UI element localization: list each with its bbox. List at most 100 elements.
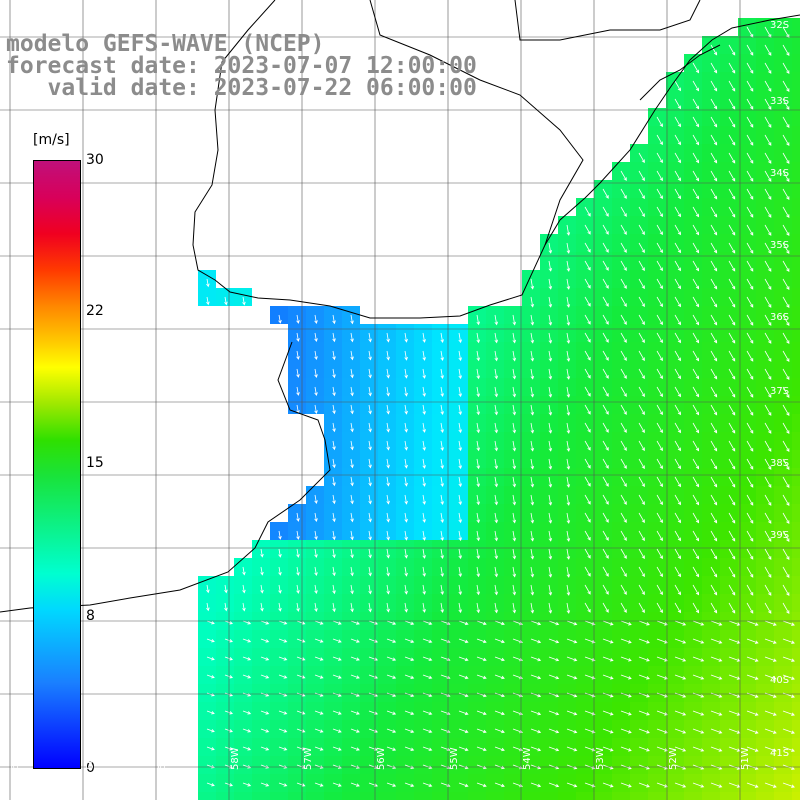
wind-arrow xyxy=(674,404,681,416)
wind-arrow xyxy=(530,692,542,698)
wind-arrow xyxy=(620,602,627,613)
wind-arrow xyxy=(332,440,336,451)
wind-arrow xyxy=(404,620,415,625)
wind-arrow xyxy=(386,368,390,379)
wind-arrow xyxy=(512,458,517,470)
wind-arrow xyxy=(782,602,790,615)
wind-arrow xyxy=(584,602,591,613)
wind-arrow xyxy=(620,620,632,626)
wind-arrow xyxy=(296,620,306,625)
wind-arrow xyxy=(746,170,754,182)
wind-arrow xyxy=(674,332,681,344)
wind-arrow xyxy=(620,674,632,680)
wind-arrow xyxy=(314,602,318,613)
lat-label-36s: 36S xyxy=(770,312,790,323)
wind-arrow xyxy=(386,728,397,733)
wind-arrow xyxy=(224,296,228,306)
wind-arrow xyxy=(728,602,736,614)
wind-arrow xyxy=(314,782,324,787)
wind-arrow xyxy=(710,530,718,542)
wind-arrow xyxy=(368,368,372,379)
wind-cell xyxy=(612,792,630,800)
wind-arrow xyxy=(638,224,645,236)
wind-arrow xyxy=(746,206,754,218)
wind-arrow xyxy=(710,512,718,524)
wind-arrow xyxy=(656,350,663,362)
wind-arrow xyxy=(584,386,591,397)
wind-arrow xyxy=(692,278,700,290)
wind-arrow xyxy=(224,602,228,612)
wind-arrow xyxy=(332,368,336,379)
wind-cell xyxy=(540,792,558,800)
wind-arrow xyxy=(746,710,759,716)
wind-arrow xyxy=(386,638,397,643)
wind-arrow xyxy=(746,548,754,560)
wind-arrow xyxy=(566,440,571,452)
lat-label-39s: 39S xyxy=(770,530,790,541)
wind-arrow xyxy=(620,476,627,487)
wind-arrow xyxy=(728,206,736,218)
wind-arrow xyxy=(620,584,627,595)
wind-arrow xyxy=(620,206,627,217)
wind-cell xyxy=(792,414,800,432)
wind-cell xyxy=(792,360,800,378)
wind-arrow xyxy=(278,584,282,594)
wind-arrow xyxy=(674,674,687,680)
wind-arrow xyxy=(692,152,700,164)
wind-arrow xyxy=(620,170,627,181)
colorbar-tick-15: 15 xyxy=(86,455,104,471)
wind-arrow xyxy=(692,674,705,680)
wind-arrow xyxy=(332,548,336,559)
wind-arrow xyxy=(332,782,342,787)
wind-arrow xyxy=(746,242,754,254)
wind-arrow xyxy=(728,386,736,398)
wind-arrow xyxy=(530,476,535,488)
wind-arrow xyxy=(764,458,772,470)
wind-arrow xyxy=(584,476,591,487)
wind-arrow xyxy=(656,386,663,398)
wind-arrow xyxy=(422,422,426,433)
wind-arrow xyxy=(764,116,772,128)
wind-arrow xyxy=(620,296,627,307)
wind-arrow xyxy=(386,458,390,469)
wind-arrow xyxy=(710,224,718,236)
wind-arrow xyxy=(746,512,754,524)
wind-arrow xyxy=(692,368,700,380)
wind-arrow xyxy=(764,638,777,644)
wind-arrow xyxy=(494,566,499,578)
wind-arrow xyxy=(710,206,718,218)
wind-arrow xyxy=(224,674,234,679)
wind-arrow xyxy=(764,404,772,416)
wind-arrow xyxy=(728,134,736,146)
wind-arrow xyxy=(350,566,354,577)
wind-arrow xyxy=(656,530,663,542)
wind-arrow xyxy=(710,458,718,470)
wind-arrow xyxy=(584,350,591,361)
wind-arrow xyxy=(764,782,777,788)
wind-arrow xyxy=(602,656,614,662)
wind-arrow xyxy=(494,530,499,542)
wind-arrow xyxy=(620,494,627,505)
wind-arrow xyxy=(692,512,700,524)
wind-cell xyxy=(594,792,612,800)
wind-arrow xyxy=(440,332,444,343)
wind-cell xyxy=(792,270,800,288)
wind-arrow xyxy=(350,764,360,769)
wind-arrow xyxy=(494,404,499,416)
wind-arrow xyxy=(566,476,571,488)
wind-arrow xyxy=(692,638,705,644)
wind-arrow xyxy=(728,188,736,200)
wind-arrow xyxy=(584,530,591,541)
wind-arrow xyxy=(620,530,627,541)
wind-arrow xyxy=(674,566,681,578)
wind-arrow xyxy=(638,602,645,614)
wind-arrow xyxy=(278,656,288,661)
wind-arrow xyxy=(476,386,481,398)
wind-arrow xyxy=(404,440,408,451)
wind-arrow xyxy=(638,674,650,680)
wind-arrow xyxy=(458,710,469,716)
wind-arrow xyxy=(692,728,705,734)
wind-cell xyxy=(792,216,800,234)
wind-arrow xyxy=(296,656,306,661)
wind-arrow xyxy=(368,440,372,451)
